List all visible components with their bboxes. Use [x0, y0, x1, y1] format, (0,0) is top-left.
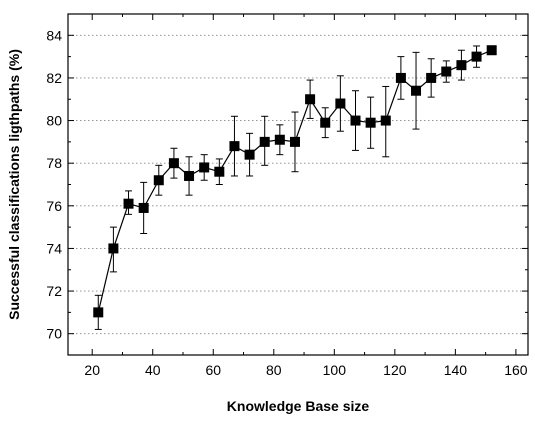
data-point: [184, 170, 195, 181]
data-point: [335, 98, 346, 109]
series-layer: [93, 45, 497, 330]
data-point: [274, 134, 285, 145]
x-tick-label: 140: [444, 362, 468, 378]
data-point: [199, 162, 210, 173]
x-tick-label: 20: [84, 362, 100, 378]
y-tick-label: 80: [46, 113, 62, 129]
y-tick-label: 82: [46, 70, 62, 86]
x-tick-label: 80: [266, 362, 282, 378]
x-tick-label: 60: [205, 362, 221, 378]
data-point: [123, 198, 134, 209]
y-tick-label: 74: [46, 240, 62, 256]
data-point: [93, 307, 104, 318]
x-tick-label: 100: [323, 362, 347, 378]
data-point: [365, 117, 376, 128]
x-axis-title: Knowledge Base size: [227, 398, 370, 414]
data-point: [138, 202, 149, 213]
data-point: [320, 117, 331, 128]
data-point: [486, 45, 497, 56]
data-point: [229, 141, 240, 152]
axis-layer: 70 72 74 76 78 80 82 84 20 40 60 80 100 120 140 160: [46, 14, 528, 378]
y-tick-label: 78: [46, 155, 62, 171]
y-tick-label: 84: [46, 27, 62, 43]
data-point: [456, 60, 467, 71]
data-point: [214, 166, 225, 177]
data-point: [289, 136, 300, 147]
data-point: [168, 158, 179, 169]
data-point: [259, 136, 270, 147]
data-point: [350, 115, 361, 126]
y-tick-label: 72: [46, 283, 62, 299]
data-point: [244, 149, 255, 160]
data-point: [426, 72, 437, 83]
data-point: [108, 243, 119, 254]
y-tick-label: 70: [46, 326, 62, 342]
data-point: [411, 85, 422, 96]
x-tick-label: 40: [145, 362, 161, 378]
data-point: [441, 66, 452, 77]
x-tick-label: 160: [504, 362, 528, 378]
data-point: [305, 94, 316, 105]
data-point: [395, 72, 406, 83]
y-axis-title: Successful classifications ligthpaths (%…: [6, 49, 22, 320]
y-tick-label: 76: [46, 198, 62, 214]
x-tick-label: 120: [383, 362, 407, 378]
data-point: [380, 115, 391, 126]
data-point: [471, 51, 482, 62]
data-point: [153, 175, 164, 186]
